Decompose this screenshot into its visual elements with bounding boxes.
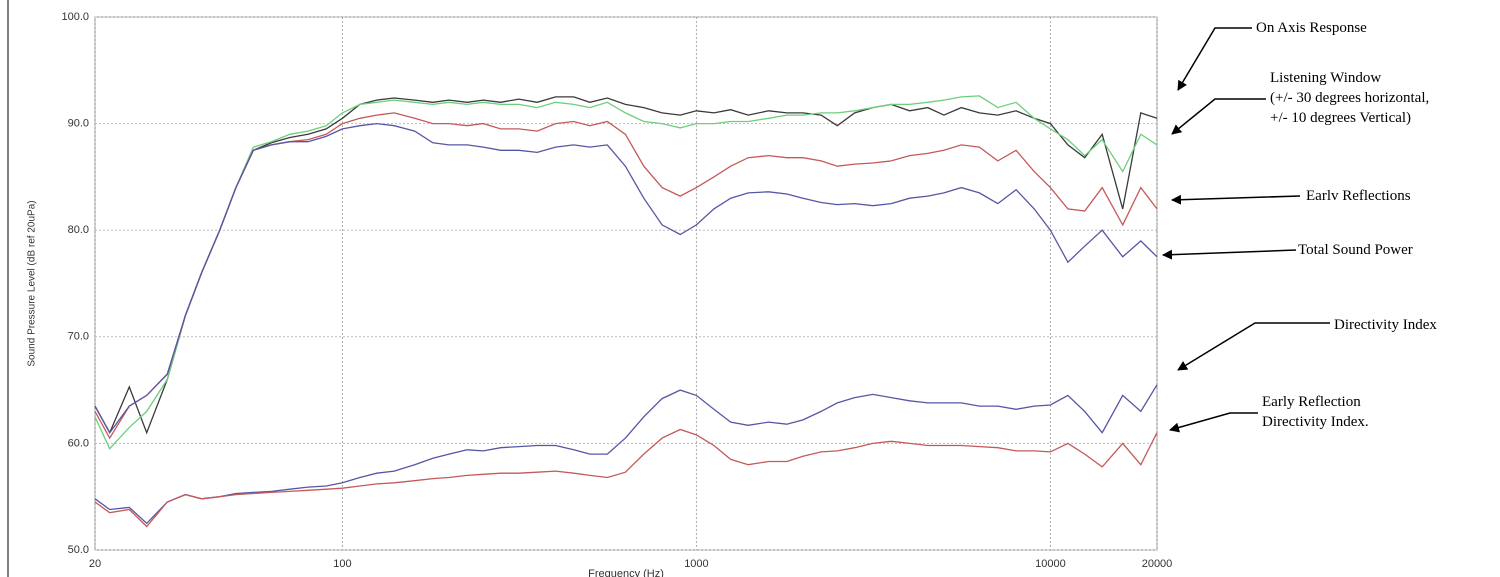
series-line xyxy=(94,428,1158,528)
series-line xyxy=(94,122,1158,434)
legend-label: Early Reflection Directivity Index. xyxy=(1262,394,1369,430)
x-tick-label: 20000 xyxy=(1142,558,1173,570)
arrow xyxy=(1169,412,1258,433)
legend-label: Listening Window (+/- 30 degrees horizon… xyxy=(1270,70,1430,126)
x-tick-label: 10000 xyxy=(1035,558,1066,570)
y-tick-label: 100.0 xyxy=(61,11,89,23)
x-tick-label: 1000 xyxy=(684,558,708,570)
y-axis-label: Sound Pressure Level (dB ref 20uPa) xyxy=(27,200,38,366)
y-tick-label: 80.0 xyxy=(68,224,89,236)
series-line xyxy=(94,95,1158,450)
y-tick-label: 90.0 xyxy=(68,118,89,130)
y-tick-label: 70.0 xyxy=(68,331,89,343)
series-line xyxy=(94,384,1158,525)
legend-label: Total Sound Power xyxy=(1298,242,1413,258)
legend-label: On Axis Response xyxy=(1256,20,1367,36)
x-tick-label: 20 xyxy=(89,558,101,570)
arrow xyxy=(1177,27,1252,91)
legend-label: Earlv Reflections xyxy=(1306,188,1411,204)
series-line xyxy=(94,96,1158,435)
plot-area xyxy=(94,16,1158,551)
arrow xyxy=(1171,98,1266,135)
legend-label: Directivity Index xyxy=(1334,317,1437,333)
y-tick-label: 60.0 xyxy=(68,437,89,449)
x-axis-label: Frequency (Hz) xyxy=(588,568,664,577)
y-tick-label: 50.0 xyxy=(68,544,89,556)
x-tick-label: 100 xyxy=(333,558,351,570)
arrow xyxy=(1171,194,1301,205)
annotation-arrows xyxy=(1162,27,1330,433)
arrow xyxy=(1177,322,1330,371)
arrow xyxy=(1162,249,1297,260)
